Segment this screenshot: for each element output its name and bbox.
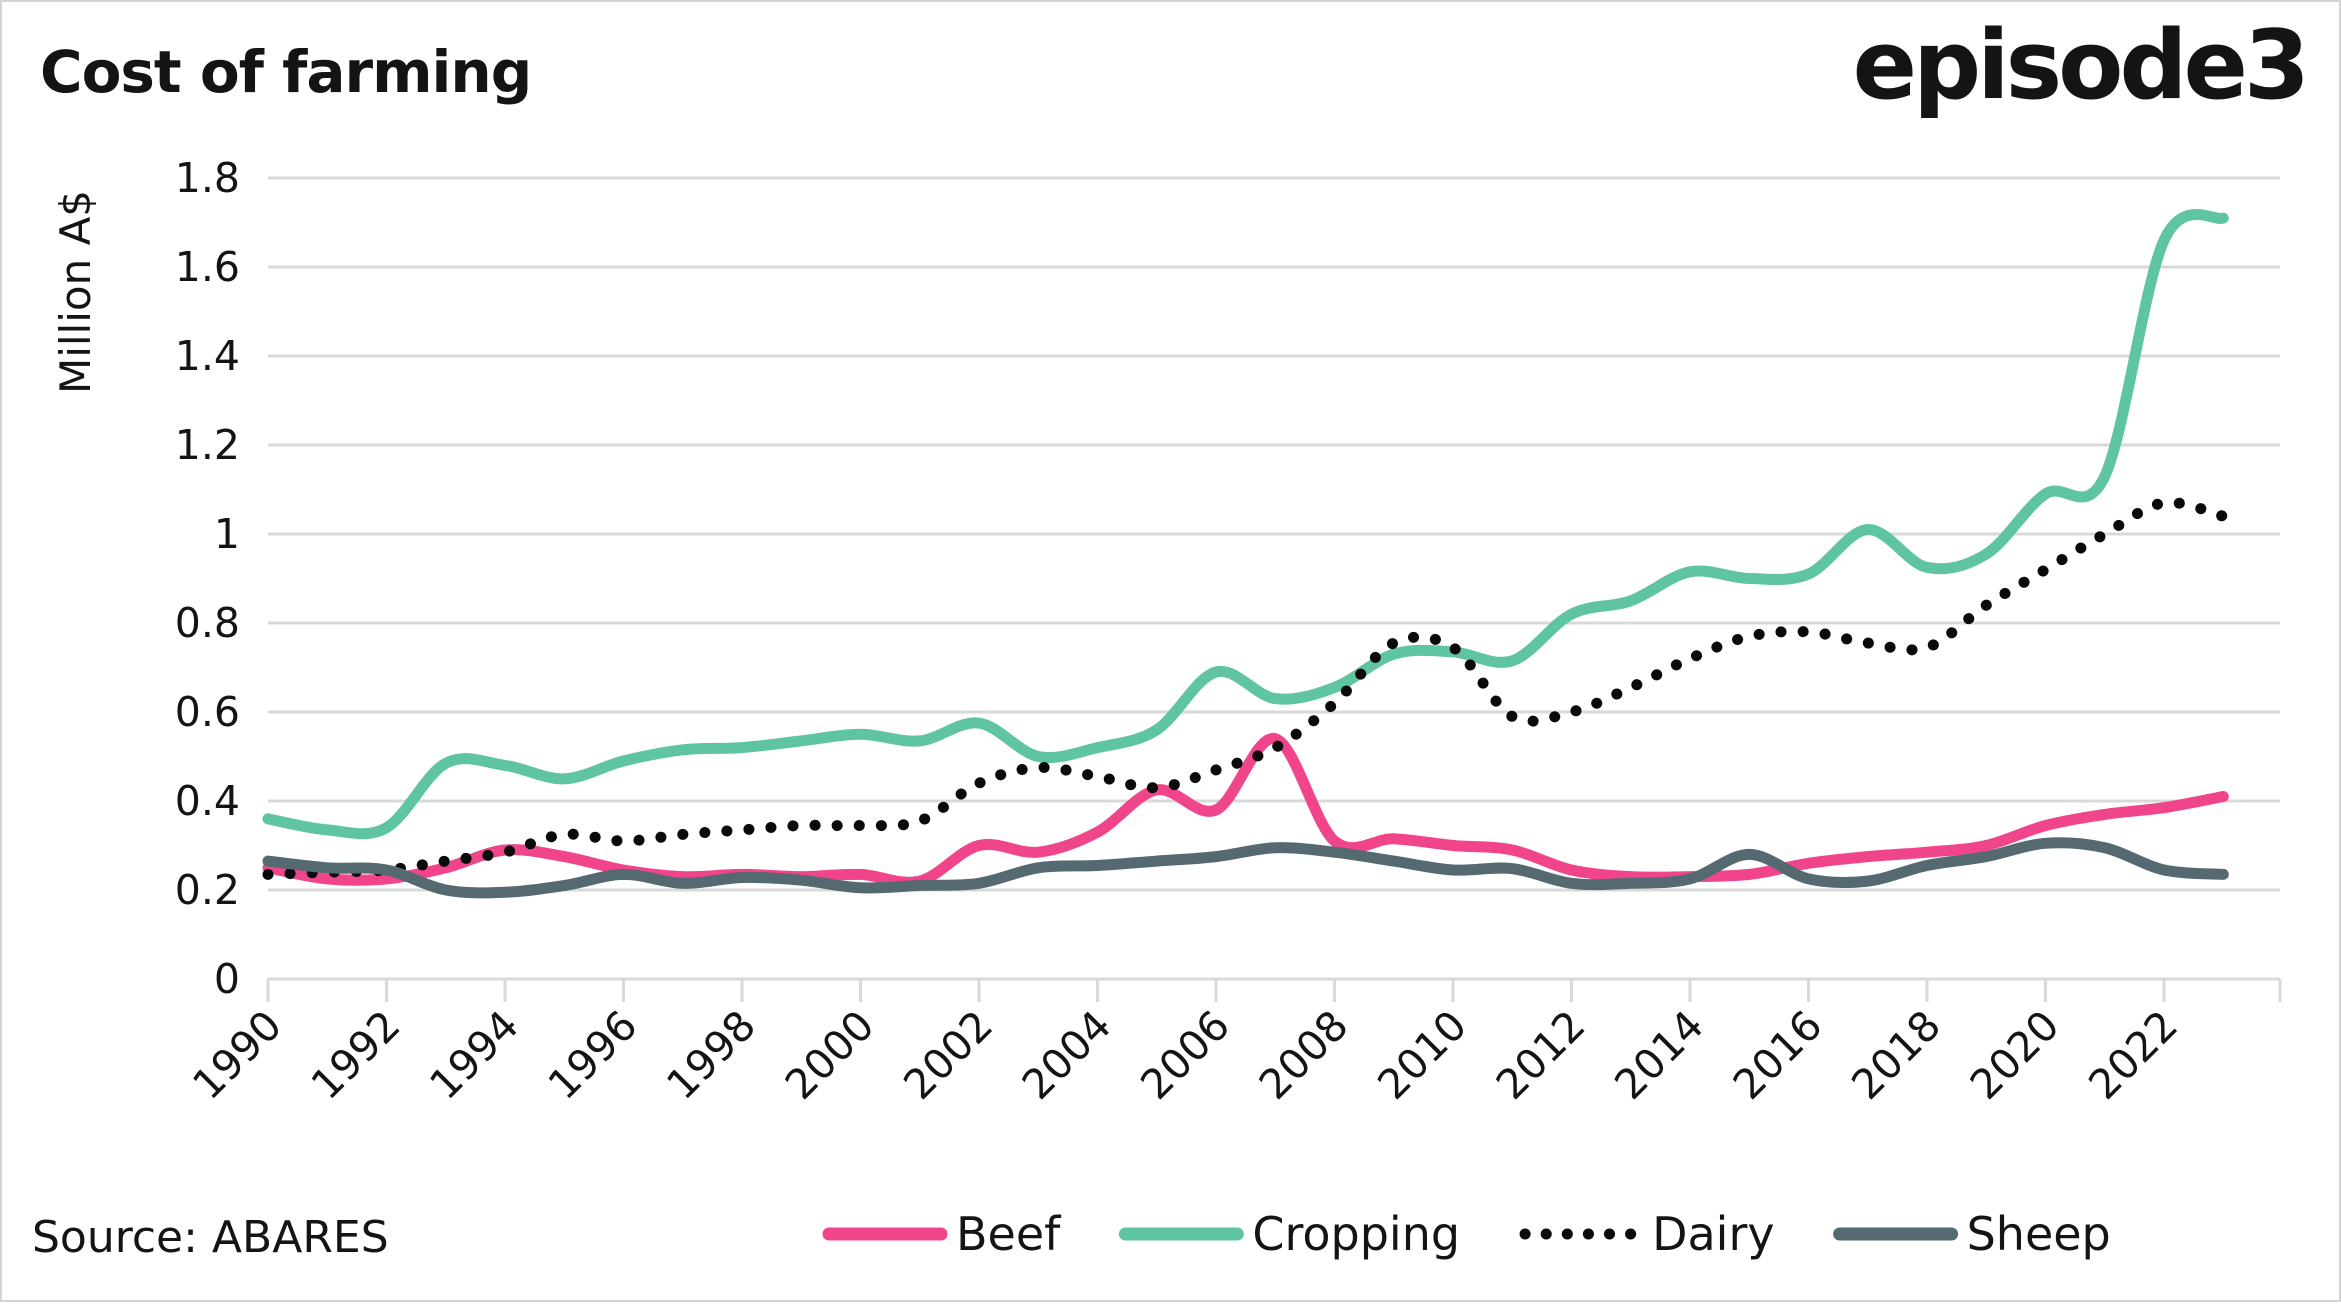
x-tick-label: 1996 [539, 1001, 647, 1109]
x-tick-label: 1994 [420, 1001, 528, 1109]
y-tick-label: 1.4 [175, 332, 240, 380]
x-tick-label: 2012 [1487, 1001, 1595, 1109]
axis-ticks [266, 979, 2282, 1002]
y-axis-title: Million A$ [51, 190, 100, 394]
y-tick-label: 0.6 [175, 688, 240, 736]
x-tick-label: 2002 [894, 1001, 1002, 1109]
y-tick-label: 0 [214, 955, 240, 1003]
legend-label: Cropping [1252, 1207, 1460, 1261]
x-tick-label: 2010 [1368, 1001, 1476, 1109]
legend-label: Beef [956, 1207, 1062, 1261]
y-tick-label: 1 [214, 510, 240, 558]
legend-label: Dairy [1652, 1207, 1775, 1261]
legend-label: Sheep [1967, 1207, 2111, 1261]
page-title: Cost of farming [40, 38, 531, 106]
x-tick-label: 2022 [2079, 1001, 2187, 1109]
episode3-logo: episode3 [1853, 11, 2306, 121]
x-tick-label: 2014 [1605, 1001, 1713, 1109]
y-tick-label: 0.4 [175, 777, 240, 825]
series-line-beef [262, 733, 2229, 888]
legend-item-dairy: Dairy [1519, 1207, 1775, 1261]
y-tick-label: 1.8 [175, 154, 240, 202]
x-tick-label: 1990 [183, 1001, 291, 1109]
y-tick-label: 0.8 [175, 599, 240, 647]
series-line-cropping [262, 208, 2229, 840]
x-tick-label: 1992 [302, 1001, 410, 1109]
x-axis-labels: 1990 1992 1994 1996 1998 2000 2002 2004 2006 2008… [183, 1001, 2187, 1109]
x-tick-label: 2004 [1013, 1001, 1121, 1109]
y-axis-labels: 0 0.2 0.4 0.6 0.8 1 1.2 1.4 1.6 1.8 [175, 154, 240, 1003]
legend-item-cropping: Cropping [1118, 1207, 1460, 1261]
series-line-dairy [262, 496, 2229, 880]
gridlines [268, 176, 2280, 981]
x-tick-label: 2016 [1724, 1001, 1832, 1109]
x-tick-label: 2008 [1250, 1001, 1358, 1109]
series-line-sheep [262, 837, 2229, 899]
y-tick-label: 0.2 [175, 866, 240, 914]
y-tick-label: 1.2 [175, 421, 240, 469]
legend-item-beef: Beef [822, 1207, 1062, 1261]
source-note: Source: ABARES [32, 1212, 389, 1263]
x-tick-label: 2006 [1131, 1001, 1239, 1109]
x-tick-label: 2018 [1842, 1001, 1950, 1109]
legend-item-sheep: Sheep [1833, 1207, 2111, 1261]
y-tick-label: 1.6 [175, 243, 240, 291]
x-tick-label: 1998 [657, 1001, 765, 1109]
x-tick-label: 2020 [1961, 1001, 2069, 1109]
legend: Beef Cropping Dairy Sheep [822, 1207, 2111, 1261]
data-series [262, 208, 2229, 899]
x-tick-label: 2000 [776, 1001, 884, 1109]
